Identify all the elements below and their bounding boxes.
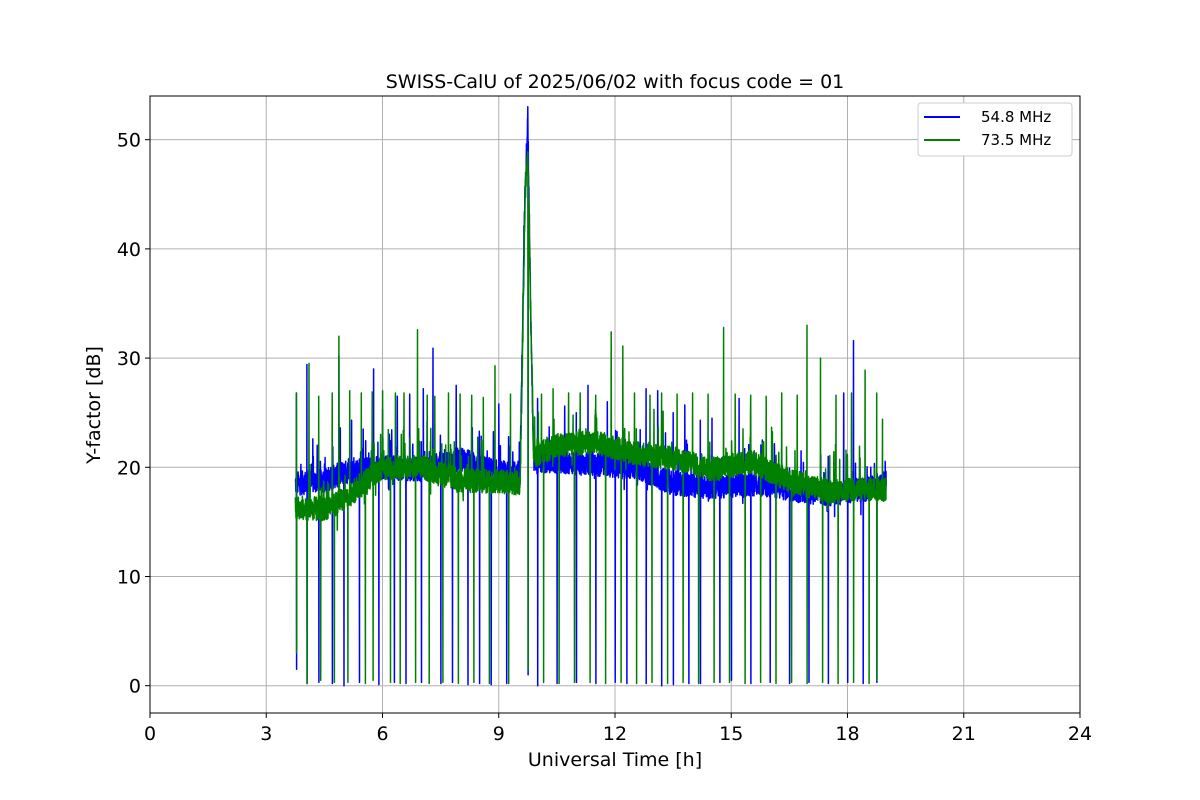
- series-line-73-5-mhz: [294, 151, 887, 685]
- x-axis-label: Universal Time [h]: [528, 749, 702, 771]
- legend-label-73-5-mhz: 73.5 MHz: [981, 131, 1051, 149]
- chart-title: SWISS-CalU of 2025/06/02 with focus code…: [386, 71, 845, 93]
- y-tick-label: 30: [117, 348, 141, 370]
- x-tick-label: 6: [376, 723, 388, 745]
- y-axis-label: Y-factor [dB]: [83, 346, 105, 465]
- legend-label-54-8-mhz: 54.8 MHz: [981, 108, 1051, 126]
- series-lines: [294, 106, 887, 687]
- axis-ticks: 0 3 6 9 12 15 18 21 24 0 10 20 30 40 50: [117, 130, 1092, 745]
- y-tick-label: 40: [117, 239, 141, 261]
- x-tick-label: 21: [952, 723, 976, 745]
- y-tick-label: 20: [117, 457, 141, 479]
- y-tick-label: 0: [129, 676, 141, 698]
- x-tick-label: 3: [260, 723, 272, 745]
- legend: 54.8 MHz 73.5 MHz: [917, 102, 1073, 157]
- x-tick-label: 0: [144, 723, 156, 745]
- x-tick-label: 15: [719, 723, 743, 745]
- x-tick-label: 24: [1068, 723, 1092, 745]
- y-tick-label: 10: [117, 566, 141, 588]
- x-tick-label: 12: [603, 723, 627, 745]
- x-tick-label: 18: [835, 723, 859, 745]
- x-tick-label: 9: [493, 723, 505, 745]
- y-tick-label: 50: [117, 130, 141, 152]
